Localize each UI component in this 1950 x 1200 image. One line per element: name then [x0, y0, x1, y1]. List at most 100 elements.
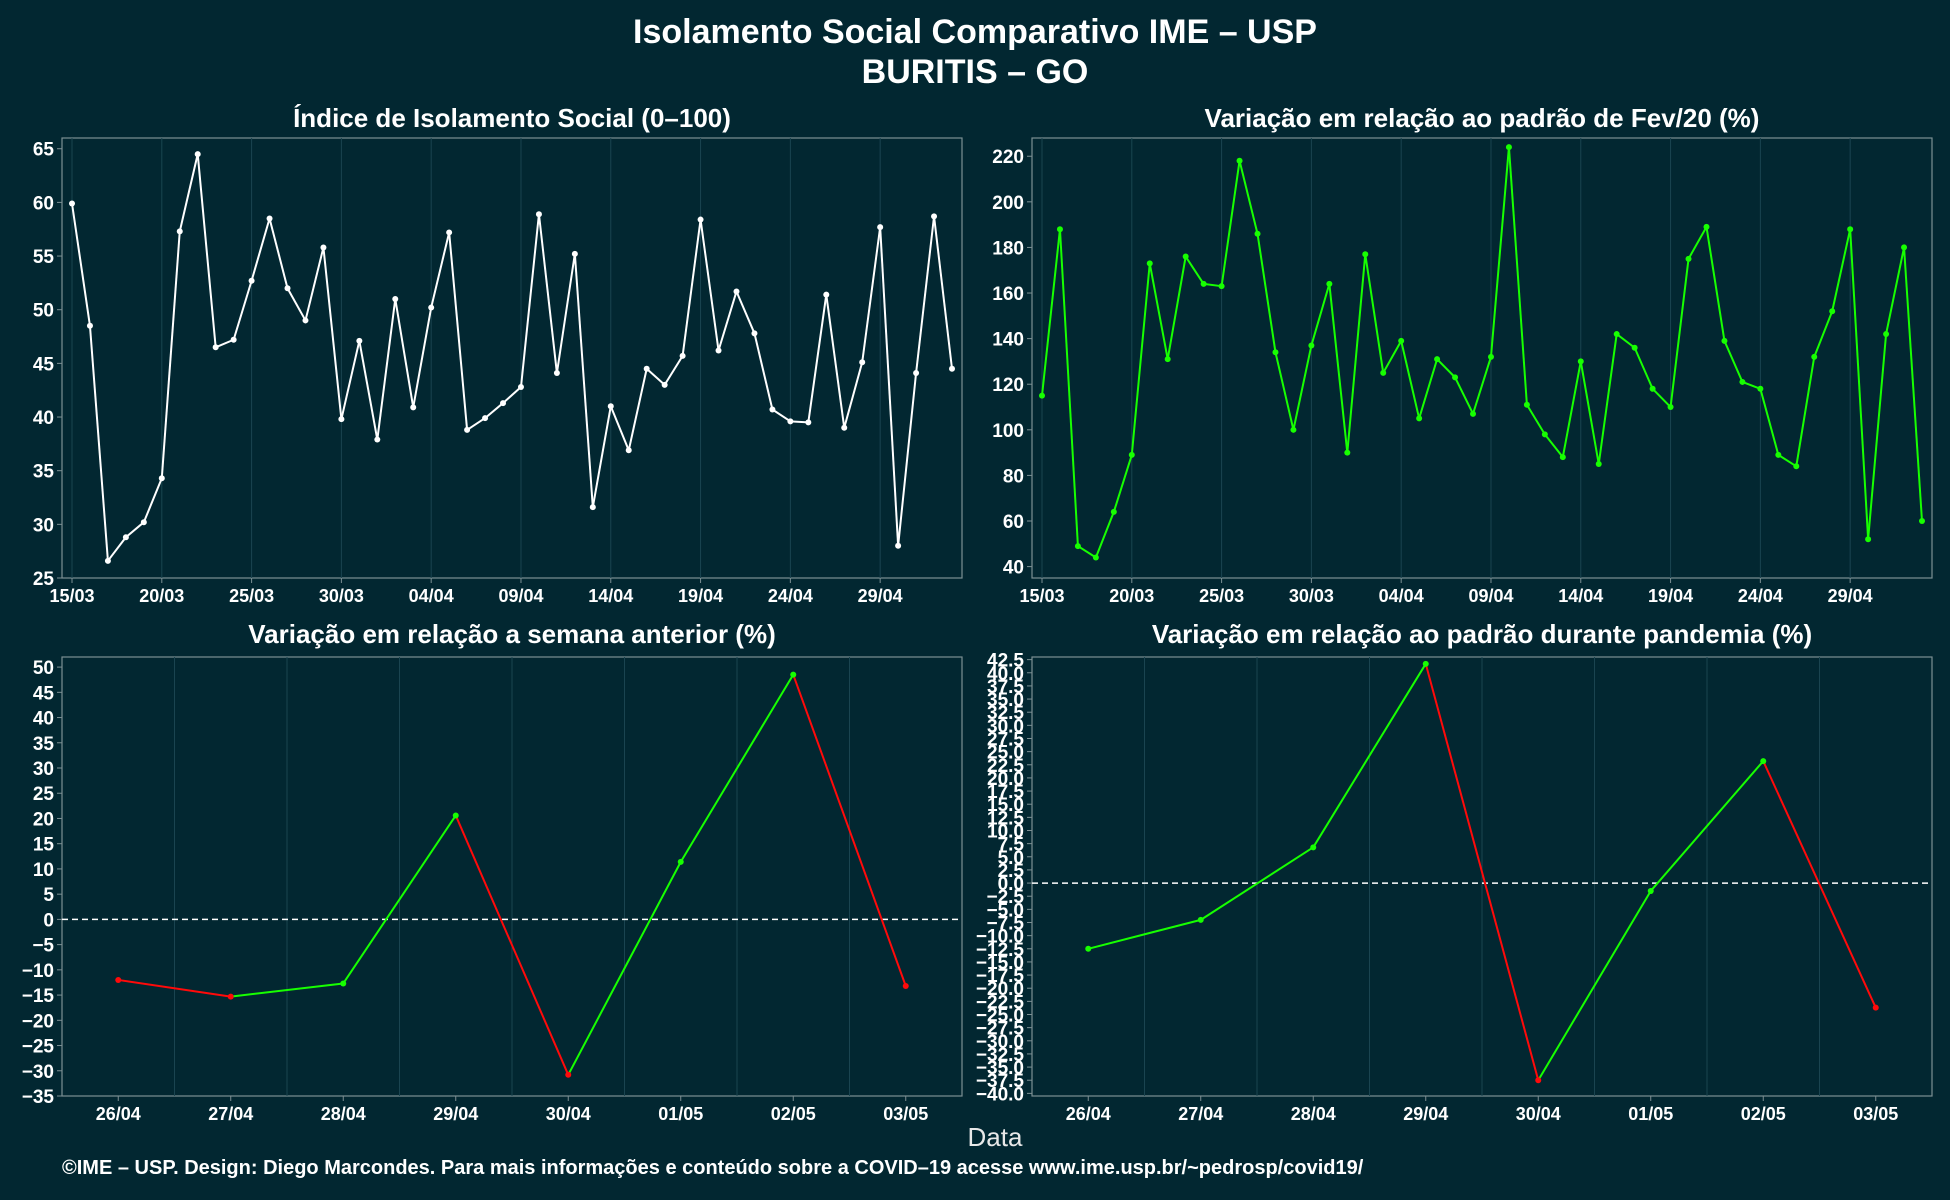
data-point — [248, 277, 255, 284]
data-point — [212, 344, 219, 351]
data-point — [320, 244, 327, 251]
data-point — [1703, 223, 1710, 230]
series-segment — [933, 216, 953, 369]
panel-border — [1031, 137, 1933, 579]
footer-credit: ©IME – USP. Design: Diego Marcondes. Par… — [62, 1157, 1364, 1179]
series-segment — [663, 355, 684, 386]
x-tick-label: 04/04 — [409, 586, 454, 606]
series-segment — [1705, 226, 1726, 342]
data-point — [482, 415, 489, 422]
y-tick-label: 50 — [33, 301, 54, 322]
data-point — [1254, 230, 1261, 237]
y-tick-label: 20 — [33, 809, 54, 830]
x-tick-label: 28/04 — [321, 1104, 366, 1124]
data-point — [1074, 543, 1081, 550]
data-point — [1326, 280, 1333, 287]
data-point — [1535, 1077, 1542, 1084]
chart-panel-isolamento: 15/03 20/03 25/03 30/03 04/04 09/04 14/04 19/04… — [33, 137, 963, 606]
series-segment — [1651, 388, 1672, 408]
data-point — [446, 229, 453, 236]
data-point — [176, 228, 183, 235]
y-tick-label: 30 — [33, 759, 54, 780]
panel-title-isolamento: Índice de Isolamento Social (0–100) — [293, 103, 731, 133]
series-segment — [1831, 228, 1852, 312]
data-point — [1236, 157, 1243, 164]
data-point — [1667, 404, 1674, 411]
data-point — [1344, 449, 1351, 456]
series-segment — [1436, 358, 1456, 379]
y-tick-label: 50 — [33, 658, 54, 679]
data-point — [1128, 451, 1135, 458]
series-segment — [1184, 256, 1205, 285]
series-segment — [1328, 283, 1349, 453]
data-point — [1272, 349, 1279, 356]
series-segment — [502, 386, 522, 404]
x-tick-label: 19/04 — [1648, 586, 1693, 606]
series-segment — [448, 232, 469, 430]
series-segment — [1649, 760, 1765, 892]
series-segment — [1041, 229, 1061, 396]
data-point — [661, 381, 668, 388]
data-point — [1901, 244, 1908, 251]
x-axis-title: Data — [967, 1122, 1023, 1152]
y-tick-label: −35 — [22, 1087, 55, 1108]
data-point — [931, 213, 938, 220]
data-point — [1085, 945, 1092, 952]
series-segment — [1364, 254, 1385, 373]
y-tick-label: −15 — [22, 986, 55, 1007]
y-tick-label: 55 — [33, 247, 55, 268]
series-segment — [861, 226, 882, 363]
series-segment — [1597, 333, 1618, 465]
data-point — [790, 671, 797, 678]
y-tick-label: 40.0 — [987, 664, 1024, 685]
series-segment — [1382, 340, 1403, 374]
data-point — [1422, 660, 1429, 667]
series-segment — [178, 153, 199, 232]
y-tick-label: 22.5 — [987, 756, 1024, 777]
y-tick-label: 17.5 — [987, 782, 1024, 803]
y-tick-label: 5.0 — [998, 848, 1024, 869]
y-tick-label: −17.5 — [976, 966, 1025, 987]
data-point — [1872, 1004, 1879, 1011]
series-segment — [412, 307, 433, 408]
y-tick-label: −37.5 — [976, 1071, 1025, 1092]
x-tick-label: 26/04 — [1066, 1104, 1111, 1124]
data-point — [1092, 554, 1099, 561]
series-segment — [215, 338, 235, 349]
x-tick-label: 20/03 — [139, 586, 184, 606]
data-point — [69, 200, 75, 207]
data-point — [1362, 251, 1369, 258]
data-point — [607, 403, 614, 410]
data-point — [571, 250, 578, 257]
series-segment — [88, 325, 109, 561]
series-segment — [376, 298, 397, 440]
series-segment — [807, 294, 828, 423]
y-tick-label: 25 — [33, 784, 55, 805]
series-segment — [1400, 340, 1421, 419]
series-segment — [1489, 147, 1510, 357]
series-segment — [1166, 256, 1187, 360]
series-segment — [454, 815, 570, 1076]
page-title: Isolamento Social Comparativo IME – USP — [633, 13, 1317, 51]
y-tick-label: −5.0 — [986, 900, 1024, 921]
data-point — [428, 304, 435, 311]
x-tick-label: 26/04 — [96, 1104, 141, 1124]
x-tick-label: 01/05 — [658, 1104, 703, 1124]
data-point — [1541, 431, 1548, 438]
y-tick-label: −25.0 — [976, 1006, 1024, 1027]
data-point — [1883, 331, 1890, 338]
y-tick-label: 27.5 — [987, 729, 1024, 750]
data-point — [1197, 916, 1204, 923]
data-point — [715, 347, 722, 354]
series-segment — [340, 340, 361, 420]
series-segment — [1472, 356, 1492, 415]
data-point — [1182, 253, 1189, 260]
series-segment — [1346, 254, 1367, 453]
data-point — [1308, 342, 1315, 349]
y-tick-label: 120 — [992, 375, 1024, 396]
y-tick-label: −27.5 — [976, 1019, 1025, 1040]
series-segment — [1238, 160, 1259, 234]
x-tick-label: 04/04 — [1379, 586, 1424, 606]
y-tick-label: −30 — [22, 1062, 54, 1083]
